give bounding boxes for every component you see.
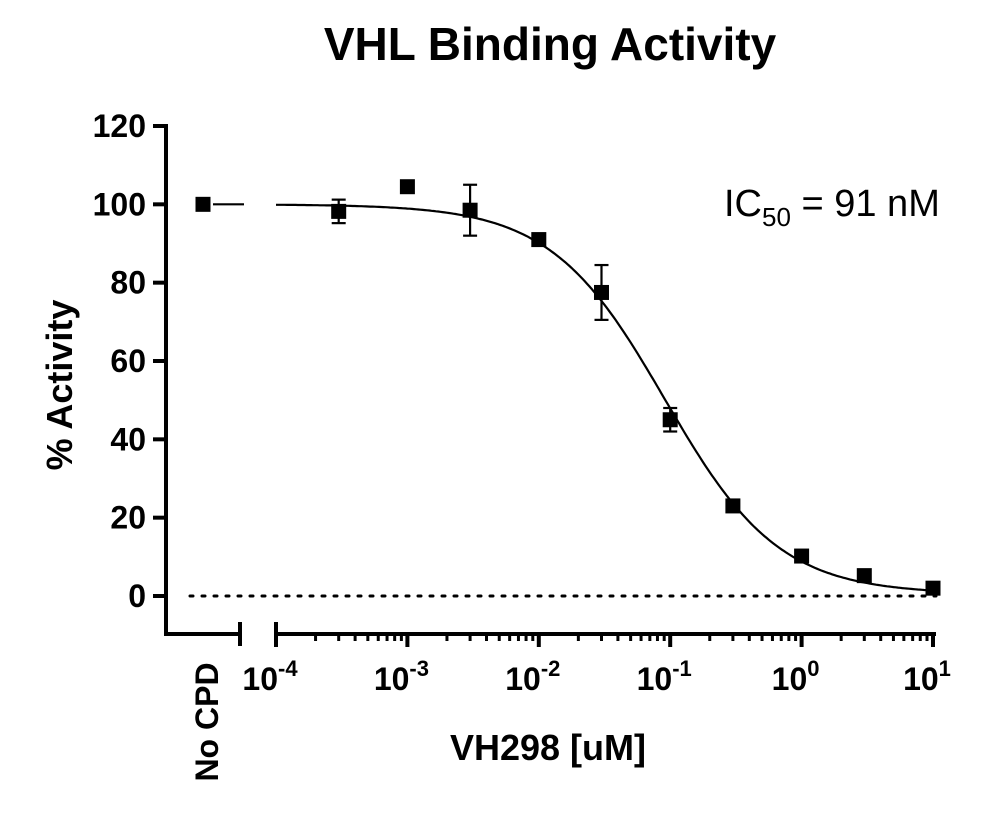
data-point [399,179,415,195]
data-point [331,203,347,219]
y-tick-label: 100 [93,186,146,222]
y-axis-label: % Activity [39,300,80,471]
control-label: No CPD [189,662,225,781]
x-tick-base: 10 [505,661,541,697]
y-tick-label: 80 [110,265,146,301]
x-tick-label: 10-2 [505,656,560,697]
ic50-prefix: IC [724,183,762,225]
y-tick-label: 120 [93,108,146,144]
control-point [195,196,211,212]
data-point [462,202,478,218]
y-tick-label: 60 [110,343,146,379]
x-tick-label: 101 [903,656,951,697]
x-tick-exponent: -2 [541,656,561,681]
data-point [925,580,941,596]
x-tick-exponent: 1 [939,656,951,681]
fit-curve [276,203,934,592]
x-tick-exponent: -1 [672,656,692,681]
y-tick-label: 20 [110,500,146,536]
x-tick-label: 10-1 [637,656,692,697]
ic50-annotation: IC50 = 91 nM [724,183,940,232]
data-point [662,412,678,428]
y-tick-label: 0 [128,578,146,614]
data-point [593,284,609,300]
x-tick-label: 10-4 [242,656,298,697]
data-point [794,548,810,564]
ic50-suffix: = 91 nM [791,183,940,225]
ic50-subscript: 50 [762,202,791,232]
x-tick-label: 10-3 [374,656,429,697]
x-tick-base: 10 [374,661,410,697]
x-tick-base: 10 [772,661,808,697]
x-tick-exponent: -4 [278,656,298,681]
x-axis-label: VH298 [uM] [450,727,646,768]
data-point [856,568,872,584]
x-tick-base: 10 [637,661,673,697]
x-tick-exponent: 0 [807,656,819,681]
chart-title: VHL Binding Activity [324,18,777,70]
x-tick-base: 10 [903,661,939,697]
x-tick-base: 10 [242,661,278,697]
y-tick-label: 40 [110,421,146,457]
data-point [725,498,741,514]
x-tick-label: 100 [772,656,820,697]
x-tick-exponent: -3 [409,656,429,681]
data-point [531,232,547,248]
